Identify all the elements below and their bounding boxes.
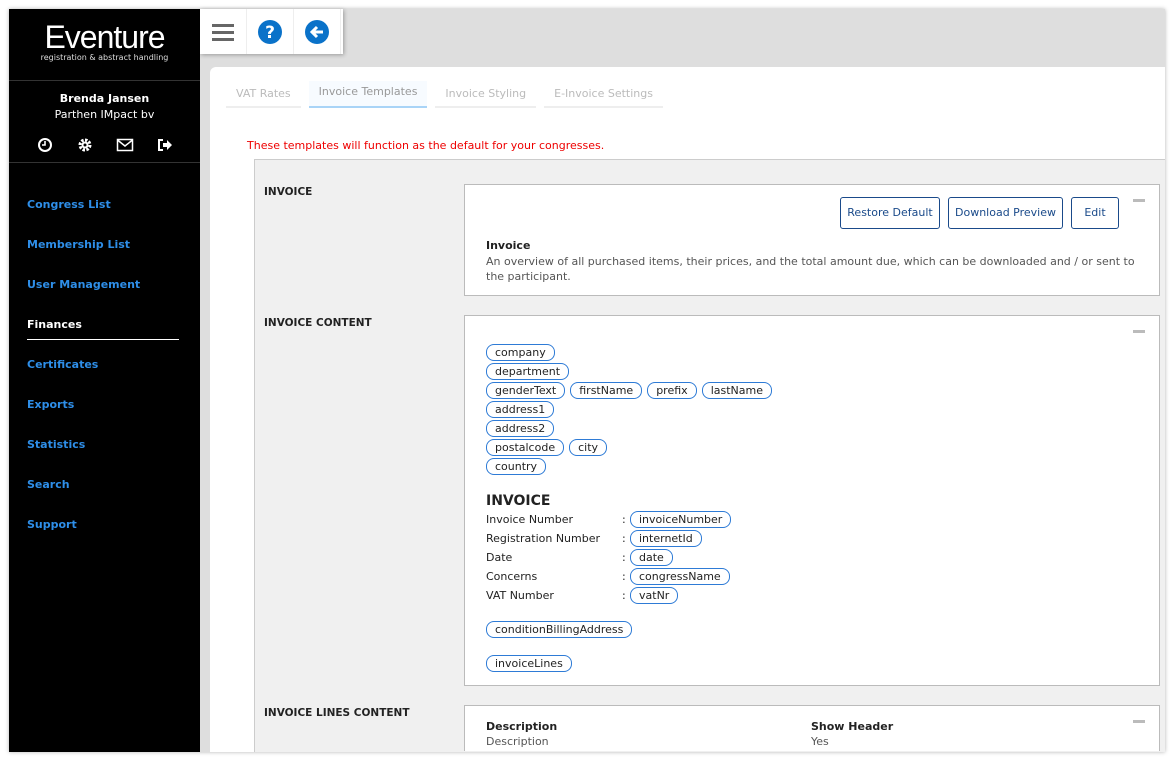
help-icon[interactable]: ? (247, 9, 294, 54)
tab-vat-rates[interactable]: VAT Rates (226, 81, 301, 108)
invoice-card: Restore Default Download Preview Edit In… (464, 184, 1160, 296)
invoice-title: Invoice (486, 239, 531, 252)
separator: : (622, 513, 626, 526)
mail-icon[interactable] (116, 137, 134, 155)
sidebar-item-certificates[interactable]: Certificates (27, 358, 99, 371)
logout-icon[interactable] (156, 137, 174, 155)
svg-text:?: ? (265, 23, 275, 43)
default-note: These templates will function as the def… (247, 139, 605, 152)
sidebar-item-exports[interactable]: Exports (27, 398, 75, 411)
address-row: department (486, 363, 772, 382)
field-label: Registration Number (486, 532, 601, 545)
placeholder-tag[interactable]: internetId (630, 530, 702, 547)
sidebar-item-membership-list[interactable]: Membership List (27, 238, 131, 251)
sidebar-item-user-management[interactable]: User Management (27, 278, 141, 291)
user-company: Parthen IMpact bv (54, 108, 155, 121)
collapse-icon[interactable] (1133, 330, 1145, 333)
menu-icon[interactable] (200, 9, 247, 54)
placeholder-tag[interactable]: country (486, 458, 547, 475)
download-preview-button[interactable]: Download Preview (948, 197, 1063, 229)
sidebar: Eventure registration & abstract handlin… (9, 9, 200, 752)
address-row: company (486, 344, 772, 363)
invoice-field-row: Date: date (486, 548, 731, 567)
placeholder-tag[interactable]: prefix (647, 382, 697, 399)
templates-panel: INVOICE Restore Default Download Preview… (254, 159, 1165, 752)
user-info: Brenda Jansen Parthen IMpact bv (9, 81, 200, 163)
collapse-icon[interactable] (1133, 199, 1145, 202)
restore-default-button[interactable]: Restore Default (840, 197, 940, 229)
placeholder-tag[interactable]: postalcode (486, 439, 565, 456)
clock-icon[interactable] (36, 137, 54, 155)
placeholder-tag[interactable]: invoiceNumber (630, 511, 732, 528)
section-label-invoice: INVOICE (264, 186, 313, 198)
sidebar-item-statistics[interactable]: Statistics (27, 438, 86, 451)
invoice-content-card: company department genderText firstName pref… (464, 315, 1160, 686)
tabs: VAT Rates Invoice Templates Invoice Styl… (226, 81, 663, 108)
placeholder-tag[interactable]: city (569, 439, 608, 456)
sidebar-item-search[interactable]: Search (27, 478, 70, 491)
tab-invoice-templates[interactable]: Invoice Templates (308, 81, 428, 108)
placeholder-tag[interactable]: address2 (486, 420, 555, 437)
back-icon[interactable] (294, 9, 341, 54)
separator: : (622, 570, 626, 583)
invoice-lines-card: Description Description Show Header Yes (464, 705, 1160, 751)
section-label-invoice-lines: INVOICE LINES CONTENT (264, 707, 410, 719)
collapse-icon[interactable] (1133, 720, 1145, 723)
invoice-field-row: Concerns: congressName (486, 567, 731, 586)
sidebar-nav: Congress List Membership List User Manag… (9, 187, 200, 547)
placeholder-tag[interactable]: genderText (486, 382, 566, 399)
column-value: Yes (811, 735, 829, 748)
placeholder-tag[interactable]: company (486, 344, 555, 361)
separator: : (622, 589, 626, 602)
placeholder-tag[interactable]: address1 (486, 401, 555, 418)
address-row: address1 (486, 401, 772, 420)
address-row: postalcode city (486, 439, 772, 458)
separator: : (622, 551, 626, 564)
field-label: Date (486, 551, 513, 564)
field-label: Concerns (486, 570, 538, 583)
address-row: country (486, 458, 772, 477)
logo-tagline: registration & abstract handling (40, 53, 169, 62)
gear-icon[interactable] (76, 137, 94, 155)
invoice-field-row: VAT Number: vatNr (486, 586, 731, 605)
sidebar-item-finances[interactable]: Finances (27, 307, 179, 347)
column-header: Description (486, 720, 558, 733)
user-name: Brenda Jansen (59, 92, 150, 105)
edit-button[interactable]: Edit (1071, 197, 1119, 229)
column-value: Description (486, 735, 549, 748)
placeholder-tag[interactable]: firstName (570, 382, 643, 399)
tab-invoice-styling[interactable]: Invoice Styling (435, 81, 537, 108)
logo-text: Eventure (44, 19, 165, 55)
invoice-field-row: Invoice Number: invoiceNumber (486, 510, 732, 529)
placeholder-tag[interactable]: invoiceLines (486, 655, 572, 672)
logo: Eventure registration & abstract handlin… (9, 9, 200, 81)
address-row: address2 (486, 420, 772, 439)
separator: : (622, 532, 626, 545)
invoice-field-row: Registration Number: internetId (486, 529, 731, 548)
placeholder-tag[interactable]: congressName (630, 568, 730, 585)
tab-e-invoice-settings[interactable]: E-Invoice Settings (544, 81, 663, 108)
placeholder-tag[interactable]: conditionBillingAddress (486, 621, 633, 638)
invoice-heading: INVOICE (486, 493, 551, 509)
placeholder-tag[interactable]: date (630, 549, 673, 566)
column-header: Show Header (811, 720, 894, 733)
invoice-description: An overview of all purchased items, thei… (486, 255, 1135, 283)
sidebar-item-congress-list[interactable]: Congress List (27, 198, 111, 211)
toolbar: ? (200, 9, 343, 54)
placeholder-tag[interactable]: vatNr (630, 587, 679, 604)
field-label: Invoice Number (486, 513, 574, 526)
placeholder-tag[interactable]: department (486, 363, 570, 380)
address-row: genderText firstName prefix lastName (486, 382, 772, 401)
field-label: VAT Number (486, 589, 554, 602)
main-content: VAT Rates Invoice Templates Invoice Styl… (210, 67, 1165, 752)
placeholder-tag[interactable]: lastName (701, 382, 772, 399)
sidebar-item-support[interactable]: Support (27, 518, 77, 531)
section-label-invoice-content: INVOICE CONTENT (264, 317, 372, 329)
